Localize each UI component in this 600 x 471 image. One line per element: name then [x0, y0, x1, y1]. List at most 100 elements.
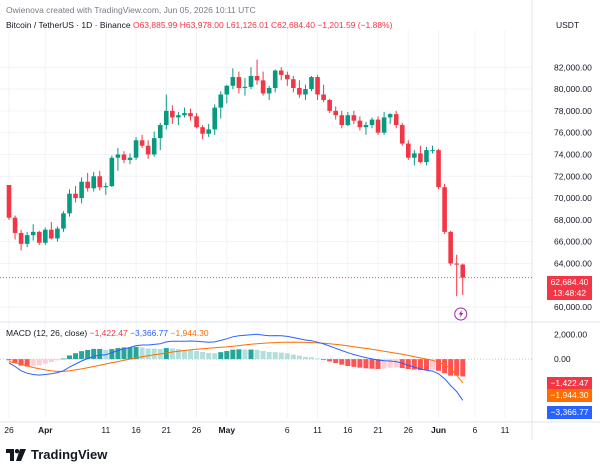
time-tick-label: 26 — [404, 425, 414, 435]
macd-histogram-bar — [278, 352, 284, 360]
time-tick-label: 21 — [162, 425, 172, 435]
candle-body — [164, 110, 169, 126]
candle-body — [297, 87, 302, 95]
price-tick-label: 72,000.00 — [554, 171, 592, 181]
candle-body — [381, 117, 387, 133]
macd-histogram-bar — [151, 348, 157, 360]
candle-body — [49, 229, 54, 239]
candle-body — [333, 110, 338, 116]
macd-histogram-bar — [54, 359, 60, 361]
brand-footer[interactable]: TradingView — [6, 447, 107, 462]
price-tick-label: 68,000.00 — [554, 215, 592, 225]
time-tick-label: 11 — [313, 425, 322, 435]
candle-body — [18, 232, 24, 244]
candle-body — [24, 235, 30, 244]
candle-body — [448, 231, 453, 264]
macd-histogram-bar — [254, 349, 260, 360]
candle-body — [272, 70, 278, 88]
macd-signal-tag: −1,944.30 — [547, 389, 592, 402]
time-tick-label: 11 — [501, 425, 510, 435]
macd-histogram-bar — [321, 359, 327, 360]
time-tick-label: 26 — [4, 425, 14, 435]
macd-histogram-bar — [442, 359, 448, 374]
time-tick-label: 11 — [101, 425, 110, 435]
candle-body — [242, 86, 248, 88]
candle-body — [73, 193, 78, 199]
candle-body — [309, 77, 314, 90]
macd-tick-label: 0.00 — [554, 354, 571, 364]
macd-histogram-bar — [97, 348, 103, 360]
macd-histogram-bar — [121, 347, 127, 360]
macd-histogram-bar — [218, 352, 224, 360]
macd-histogram-bar — [6, 359, 12, 361]
macd-histogram-bar — [290, 354, 296, 360]
macd-signal-value: −1,944.30 — [170, 328, 209, 338]
candle-body — [285, 74, 290, 80]
macd-histogram-bar — [381, 359, 387, 369]
candle-body — [460, 264, 466, 278]
macd-histogram-bar — [42, 359, 48, 364]
candle-body — [176, 115, 181, 118]
macd-histogram-bar — [206, 352, 212, 360]
time-tick-label: 21 — [373, 425, 383, 435]
candle-body — [393, 114, 399, 126]
macd-histogram-bar — [345, 359, 351, 366]
macd-histogram-bar — [18, 359, 24, 366]
candle-body — [121, 154, 127, 160]
macd-histogram-bar — [67, 355, 72, 360]
candle-body — [399, 125, 405, 144]
macd-histogram-bar — [36, 359, 42, 366]
candle-body — [236, 77, 242, 88]
macd-histogram-bar — [212, 353, 218, 360]
candle-body — [327, 99, 332, 111]
price-tick-label: 74,000.00 — [554, 149, 592, 159]
candle-body — [357, 120, 363, 128]
candle-body — [12, 217, 18, 233]
macd-histogram-bar — [236, 349, 242, 360]
candle-body — [85, 181, 90, 189]
bar-countdown: 13:48:42 — [552, 288, 587, 298]
candle-body — [194, 116, 199, 128]
macd-histogram-bar — [181, 349, 187, 360]
macd-histogram-bar — [73, 353, 79, 360]
candle-body — [406, 143, 411, 158]
macd-histogram-bar — [266, 352, 272, 360]
candle-body — [200, 127, 205, 134]
symbol-title: Bitcoin / TetherUS · 1D · Binance — [6, 20, 131, 30]
macd-line — [8, 333, 464, 401]
price-tick-label: 66,000.00 — [554, 237, 592, 247]
change-value: −1,201.59 (−1.88%) — [317, 20, 393, 30]
candle-body — [30, 231, 36, 236]
candle-body — [315, 77, 320, 95]
candle-body — [224, 85, 230, 95]
price-tick-label: 60,000.00 — [554, 302, 592, 312]
macd-histogram-bar — [194, 351, 200, 360]
macd-histogram-bar — [127, 347, 133, 360]
open-value: O63,885.99 — [132, 20, 178, 30]
macd-histogram-bar — [411, 359, 417, 370]
time-tick-label: Apr — [38, 425, 53, 435]
candle-body — [139, 140, 145, 146]
candle-body — [412, 153, 417, 158]
candle-body — [387, 114, 393, 118]
candle-body — [115, 154, 121, 158]
macd-histogram-bar — [327, 359, 333, 362]
time-tick-label: 6 — [285, 425, 290, 435]
macd-histogram-bar — [242, 349, 248, 360]
macd-histogram-bar — [405, 359, 411, 370]
macd-histogram-bar — [115, 348, 121, 360]
candle-body — [351, 115, 357, 121]
macd-histogram-bar — [369, 359, 375, 369]
macd-histogram-bar — [284, 353, 290, 360]
candle-body — [109, 157, 115, 187]
macd-histogram-bar — [260, 350, 266, 360]
currency-label[interactable]: USDT — [556, 20, 580, 30]
candle-body — [145, 145, 151, 155]
macd-histogram-bar — [12, 359, 18, 363]
macd-histogram-bar — [357, 359, 363, 368]
macd-histogram-bar — [24, 359, 30, 367]
candle-body — [230, 77, 236, 86]
candle-body — [188, 113, 193, 117]
last-price-value: 62,684.40 — [550, 277, 589, 287]
